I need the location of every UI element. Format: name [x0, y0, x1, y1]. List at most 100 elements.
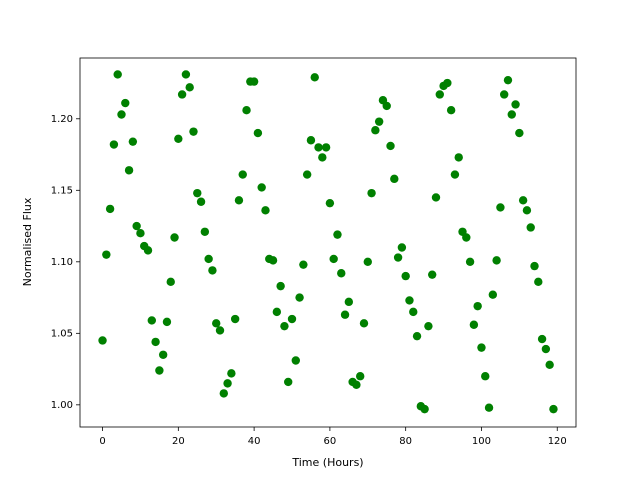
point	[465, 257, 475, 267]
point	[287, 314, 297, 324]
point	[443, 78, 452, 88]
point	[325, 198, 335, 208]
x-axis-label: Time (Hours)	[291, 456, 363, 469]
point	[356, 372, 365, 381]
point	[162, 317, 172, 327]
point	[386, 141, 395, 151]
point	[189, 127, 198, 136]
point	[518, 196, 528, 205]
point	[412, 331, 422, 341]
y-tick-label: 1.20	[51, 114, 73, 125]
point	[371, 126, 380, 135]
point	[435, 90, 444, 99]
point	[333, 230, 342, 239]
y-tick-label: 1.10	[51, 257, 73, 268]
point	[409, 307, 418, 317]
x-tick-label: 20	[172, 436, 185, 447]
x-tick-label: 80	[399, 436, 412, 447]
point	[193, 188, 202, 198]
point	[428, 270, 437, 279]
point	[227, 369, 236, 378]
point	[374, 117, 384, 126]
point	[257, 183, 266, 192]
point	[329, 254, 338, 264]
point	[397, 243, 407, 252]
point	[310, 73, 319, 82]
point	[511, 100, 520, 109]
point	[253, 128, 263, 138]
point	[234, 196, 244, 205]
point	[481, 372, 490, 381]
point	[268, 256, 278, 265]
point	[503, 75, 513, 85]
point	[488, 290, 498, 299]
point	[295, 293, 304, 302]
point	[113, 70, 122, 79]
point	[492, 256, 501, 265]
y-tick-label: 1.00	[51, 400, 73, 411]
point	[473, 301, 482, 311]
point	[276, 281, 285, 291]
point	[359, 319, 369, 328]
point	[196, 197, 206, 206]
point	[515, 128, 524, 138]
point	[200, 227, 210, 236]
point	[382, 101, 391, 111]
y-tick-label: 1.05	[51, 328, 73, 339]
point	[537, 334, 547, 344]
point	[284, 377, 293, 387]
point	[155, 366, 164, 375]
point	[219, 389, 228, 398]
point	[280, 321, 289, 331]
point	[98, 336, 107, 345]
point	[454, 153, 463, 162]
point	[212, 319, 221, 328]
x-tick-label: 120	[548, 436, 567, 447]
point	[499, 90, 509, 99]
point	[390, 174, 399, 184]
point	[215, 326, 225, 335]
point	[314, 143, 323, 152]
point	[208, 266, 217, 275]
point	[526, 223, 535, 232]
point	[151, 337, 160, 347]
point	[128, 137, 138, 146]
point	[174, 134, 183, 144]
point	[541, 344, 551, 354]
point	[446, 106, 456, 115]
point	[230, 314, 240, 324]
point	[223, 379, 232, 388]
point	[204, 254, 213, 264]
point	[117, 110, 126, 119]
point	[124, 166, 134, 175]
point	[261, 206, 270, 215]
point	[105, 204, 115, 214]
point	[450, 170, 460, 179]
point	[299, 260, 308, 269]
point	[181, 70, 191, 79]
point	[420, 404, 429, 414]
point	[272, 307, 282, 317]
x-tick-label: 100	[472, 436, 491, 447]
point	[109, 140, 119, 149]
point	[177, 90, 187, 99]
point	[102, 250, 111, 259]
point	[185, 83, 194, 92]
point	[352, 380, 361, 390]
point	[545, 360, 554, 369]
point	[401, 271, 410, 281]
point	[496, 203, 505, 212]
point	[337, 269, 346, 278]
point	[424, 321, 433, 331]
point	[534, 277, 543, 287]
point	[530, 261, 539, 271]
point	[549, 404, 558, 414]
point	[147, 316, 157, 325]
point	[462, 233, 471, 242]
point	[477, 343, 486, 352]
point	[136, 229, 145, 238]
x-tick-label: 40	[248, 436, 261, 447]
point	[431, 193, 441, 202]
plot-frame	[79, 57, 577, 428]
